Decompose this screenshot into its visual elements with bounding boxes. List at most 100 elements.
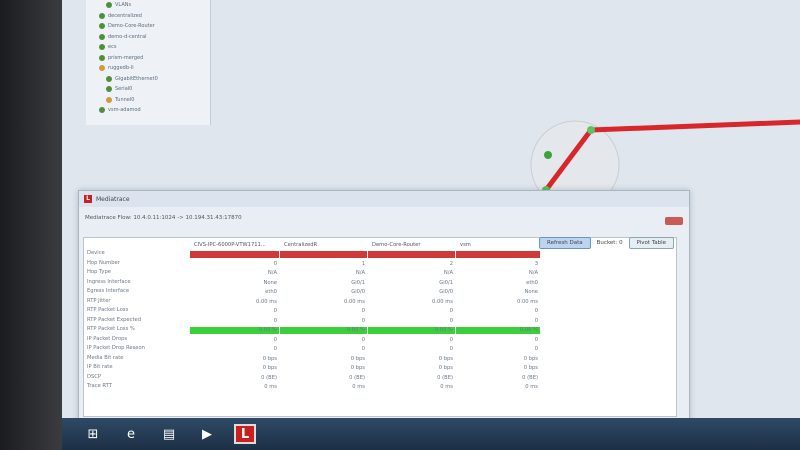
column-header[interactable]: Demo-Core-Router xyxy=(372,242,421,248)
table-cell: 0.00 % xyxy=(519,327,538,333)
router-node-icon[interactable] xyxy=(587,126,595,134)
status-dot-icon xyxy=(106,86,112,92)
tree-item[interactable]: Tunnel0 xyxy=(106,96,134,103)
tree-item[interactable]: GigabitEthernet0 xyxy=(106,75,158,82)
device-tree[interactable]: VLANs decentralized Demo-Core-Router demo-d… xyxy=(86,0,211,125)
status-dot-icon xyxy=(99,33,105,40)
row-label: DSCP xyxy=(87,373,102,380)
status-dot-icon xyxy=(106,75,112,82)
table-cell: 0.00 % xyxy=(346,327,365,333)
table-cell: 0 xyxy=(449,308,453,314)
table-cell: Gi0/1 xyxy=(351,279,365,286)
row-label: Media Bit rate xyxy=(87,354,124,361)
table-cell: 0.00 ms xyxy=(344,298,365,305)
app-logo-icon: L xyxy=(84,195,92,203)
device-status-bar[interactable] xyxy=(456,251,540,258)
device-status-bar[interactable] xyxy=(368,251,455,258)
table-cell: Gi0/0 xyxy=(351,289,365,295)
loss-status-bar xyxy=(456,327,540,334)
table-cell: 0 (BE) xyxy=(349,374,365,381)
row-label: Hop Type xyxy=(87,269,111,275)
tree-item[interactable]: demo-d-central xyxy=(99,33,147,40)
tree-item[interactable]: prism-merged xyxy=(99,54,143,61)
app-l-icon[interactable]: L xyxy=(234,424,256,444)
table-cell: 0 xyxy=(534,308,538,314)
table-cell: Gi0/0 xyxy=(439,289,453,295)
tree-item[interactable]: ecs xyxy=(99,44,116,50)
link-line[interactable] xyxy=(590,119,800,133)
row-label: RTP Packet Loss xyxy=(87,307,129,313)
tree-item[interactable]: vsm-adamod xyxy=(99,107,141,113)
table-cell: 0 bps xyxy=(262,365,277,371)
media-player-icon[interactable]: ▶ xyxy=(202,426,212,442)
column-header[interactable]: vsm xyxy=(460,242,471,248)
table-cell: 0 bps xyxy=(350,365,365,371)
table-cell: 0.00 % xyxy=(258,327,277,333)
table-cell: 0 (BE) xyxy=(261,374,277,381)
tree-item-label: GigabitEthernet0 xyxy=(115,75,158,82)
row-label: IP Packet Drops xyxy=(87,335,128,342)
table-cell: N/A xyxy=(443,270,453,276)
table-cell: 0 ms xyxy=(440,384,453,390)
table-cell: 0 xyxy=(449,346,453,352)
pivot-table-button[interactable]: Pivot Table xyxy=(628,237,675,249)
tree-item-label: ruggedb-ll xyxy=(108,65,134,71)
windows-start-icon[interactable]: ⊞ xyxy=(87,426,99,442)
tree-item[interactable]: decentralized xyxy=(99,12,142,19)
internet-explorer-icon[interactable]: e xyxy=(127,426,135,442)
link-line[interactable] xyxy=(544,128,593,192)
table-cell: N/A xyxy=(528,270,538,276)
tree-item-label: ecs xyxy=(108,44,117,50)
table-cell: 1 xyxy=(361,260,365,267)
dialog-toolbar: Refresh Data Bucket: 0 Pivot Table xyxy=(539,237,675,249)
table-cell: 0 xyxy=(449,317,453,324)
row-label: IP Bit rate xyxy=(87,364,113,370)
row-label: RTP Packet Loss % xyxy=(87,326,135,332)
table-cell: N/A xyxy=(267,270,277,276)
dialog-title: Mediatrace xyxy=(96,195,130,203)
tree-item[interactable]: ruggedb-ll xyxy=(99,65,134,71)
table-cell: 0 xyxy=(534,336,538,343)
table-cell: 3 xyxy=(534,260,538,267)
tree-item[interactable]: Serial0 xyxy=(106,86,132,92)
row-label: Ingress Interface xyxy=(87,278,131,285)
refresh-data-button[interactable]: Refresh Data xyxy=(539,237,591,249)
tree-item[interactable]: VLANs xyxy=(106,2,131,8)
status-dot-icon xyxy=(99,54,105,61)
table-cell: 0 xyxy=(361,308,365,314)
table-cell: 0 xyxy=(273,346,277,352)
table-cell: 0.00 % xyxy=(434,327,453,333)
status-icon xyxy=(544,151,552,159)
taskbar: ⊞ e ▤ ▶ L xyxy=(62,418,800,450)
table-cell: eth0 xyxy=(526,279,538,286)
column-header[interactable]: CIVS-IPC-6000P-VTW1711... xyxy=(194,242,266,248)
table-cell: 0 xyxy=(273,308,277,314)
table-cell: 0 xyxy=(273,336,277,343)
column-header[interactable]: CentralizedR xyxy=(284,242,318,248)
table-cell: 2 xyxy=(449,260,453,267)
status-dot-icon xyxy=(106,96,112,103)
table-cell: 0 bps xyxy=(523,355,538,362)
table-cell: eth0 xyxy=(265,289,277,295)
file-explorer-icon[interactable]: ▤ xyxy=(162,426,176,442)
tree-item[interactable]: Demo-Core-Router xyxy=(99,23,155,29)
tree-item-label: vsm-adamod xyxy=(108,107,141,113)
row-label: RTP Jitter xyxy=(87,297,111,304)
table-cell: 0 xyxy=(361,336,365,343)
table-cell: 0 xyxy=(361,317,365,324)
status-dot-icon xyxy=(99,107,105,113)
table-cell: 0 bps xyxy=(523,365,538,371)
flow-label: Mediatrace Flow: 10.4.0.11:1024 -> 10.19… xyxy=(85,215,242,221)
table-cell: 0.00 ms xyxy=(256,298,277,305)
table-cell: 0 xyxy=(361,346,365,352)
tree-item-label: VLANs xyxy=(115,2,132,8)
table-cell: 0 ms xyxy=(352,384,365,390)
device-status-bar[interactable] xyxy=(280,251,367,258)
close-button[interactable] xyxy=(665,217,683,225)
dialog-titlebar[interactable]: L Mediatrace xyxy=(79,191,689,207)
device-status-bar[interactable] xyxy=(190,251,279,258)
table-cell: 0.00 ms xyxy=(517,298,538,305)
topology-map[interactable] xyxy=(211,0,800,200)
loss-status-bar xyxy=(368,327,455,334)
tree-item-label: demo-d-central xyxy=(108,33,147,40)
